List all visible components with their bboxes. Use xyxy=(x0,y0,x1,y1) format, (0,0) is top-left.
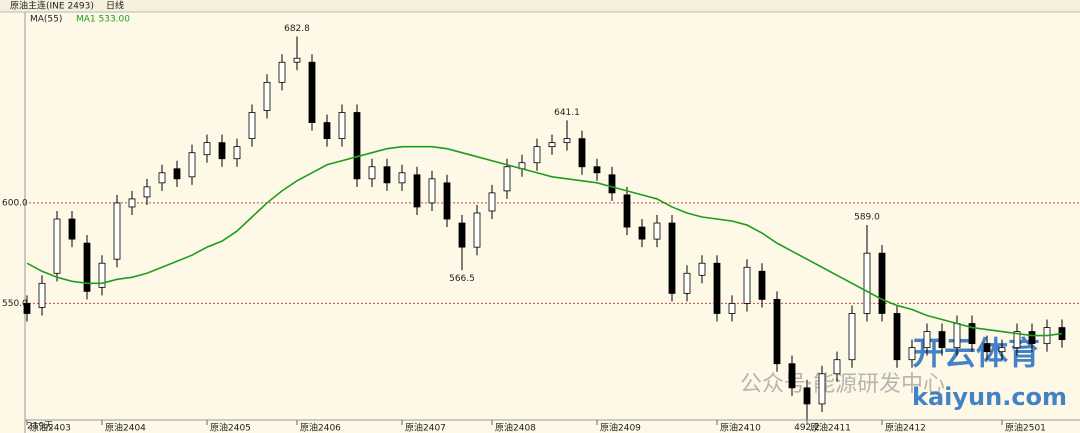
candle-body xyxy=(308,61,316,123)
candle-body xyxy=(173,168,181,180)
ma-line xyxy=(26,145,1063,337)
candle-body xyxy=(398,172,406,184)
candle-body xyxy=(263,81,271,111)
indicator[interactable]: MA(55) xyxy=(30,15,62,25)
candle-body xyxy=(503,166,511,192)
candle-body xyxy=(53,218,61,274)
x-tick-label: 原油2406 xyxy=(300,422,341,433)
x-tick-label: 原油2409 xyxy=(600,422,641,433)
y-tick-label: 600.0 xyxy=(2,198,28,208)
candle-body xyxy=(1028,331,1036,345)
candle-body xyxy=(713,262,721,314)
period[interactable]: 日线 xyxy=(106,0,124,12)
candle-body xyxy=(653,222,661,240)
x-tick-label: 原油2408 xyxy=(495,422,536,433)
candle-body xyxy=(983,343,991,353)
candle-body xyxy=(743,266,751,304)
candle-body xyxy=(233,146,241,160)
candle-body xyxy=(638,226,646,240)
watermark-site: kaiyun.com xyxy=(912,383,1067,411)
candle-body xyxy=(548,142,556,148)
candle-body xyxy=(683,272,691,294)
candle-body xyxy=(323,122,331,140)
candle-body xyxy=(353,112,361,180)
watermark-brand: 开云体育 xyxy=(912,334,1040,372)
annotation: 682.8 xyxy=(284,24,310,34)
candle-body xyxy=(893,313,901,361)
candle-body xyxy=(488,192,496,212)
annotation: 492.2 xyxy=(794,423,820,433)
candle-body xyxy=(368,166,376,180)
annotation: 641.1 xyxy=(554,108,580,118)
candle-body xyxy=(608,174,616,194)
chart-title: 原油主连(INE 2493) xyxy=(10,0,94,12)
candle-body xyxy=(818,373,826,405)
candle-body xyxy=(728,303,736,314)
candle-body xyxy=(788,363,796,389)
candle-body xyxy=(113,202,121,260)
y-tick-label: 550.0 xyxy=(2,299,28,309)
candle-body xyxy=(128,198,136,208)
candle-body xyxy=(923,331,931,349)
candle-body xyxy=(563,138,571,144)
candle-body xyxy=(848,313,856,361)
candle-body xyxy=(758,270,766,300)
candle-body xyxy=(98,262,106,288)
candle-body xyxy=(623,194,631,228)
candle-body xyxy=(938,331,946,349)
ma-label: MA1 533.00 xyxy=(76,15,130,25)
candle-body xyxy=(878,252,886,314)
candle-body xyxy=(863,252,871,314)
candle-body xyxy=(83,242,91,292)
x-tick-label: 原油2410 xyxy=(720,422,761,433)
candle-body xyxy=(1013,331,1021,349)
candle-body xyxy=(443,182,451,220)
candle-body xyxy=(998,347,1006,353)
candle-body xyxy=(38,282,46,308)
candle-body xyxy=(23,303,31,314)
candle-body xyxy=(773,299,781,365)
candle-body xyxy=(143,186,151,198)
candle-body xyxy=(833,359,841,375)
candle-body xyxy=(293,57,301,63)
candle-body xyxy=(218,142,226,160)
candle-body xyxy=(68,218,76,240)
candle-body xyxy=(698,262,706,276)
candle-body xyxy=(383,166,391,184)
candle-body xyxy=(428,178,436,204)
x-tick-label: 原油2411 xyxy=(810,422,851,433)
candle-body xyxy=(803,387,811,405)
candle-body xyxy=(953,323,961,349)
candle-body xyxy=(968,323,976,345)
candle-body xyxy=(668,222,676,294)
candle-body xyxy=(578,138,586,168)
bar-count: 219天 xyxy=(27,422,53,432)
x-tick-label: 原油2403 xyxy=(30,422,71,433)
candle-body xyxy=(203,142,211,156)
x-tick-label: 原油2501 xyxy=(1005,422,1046,433)
candle-body xyxy=(593,166,601,174)
candle-body xyxy=(908,347,916,361)
candle-body xyxy=(533,146,541,164)
candle-body xyxy=(413,174,421,208)
candle-body xyxy=(458,222,466,248)
header-bar xyxy=(0,0,1080,12)
candle-body xyxy=(188,152,196,178)
candle-body xyxy=(473,212,481,248)
x-tick-label: 原油2412 xyxy=(885,422,926,433)
annotation: 566.5 xyxy=(449,274,475,284)
candle-body xyxy=(338,112,346,140)
x-tick-label: 原油2405 xyxy=(210,422,251,433)
x-tick-label: 原油2407 xyxy=(405,422,446,433)
candle-body xyxy=(248,112,256,140)
candle-body xyxy=(278,61,286,83)
watermark-account: 公众号·能源研发中心 xyxy=(740,372,945,397)
x-tick-label: 原油2404 xyxy=(105,422,146,433)
annotation: 589.0 xyxy=(854,213,880,223)
candle-body xyxy=(158,172,166,184)
